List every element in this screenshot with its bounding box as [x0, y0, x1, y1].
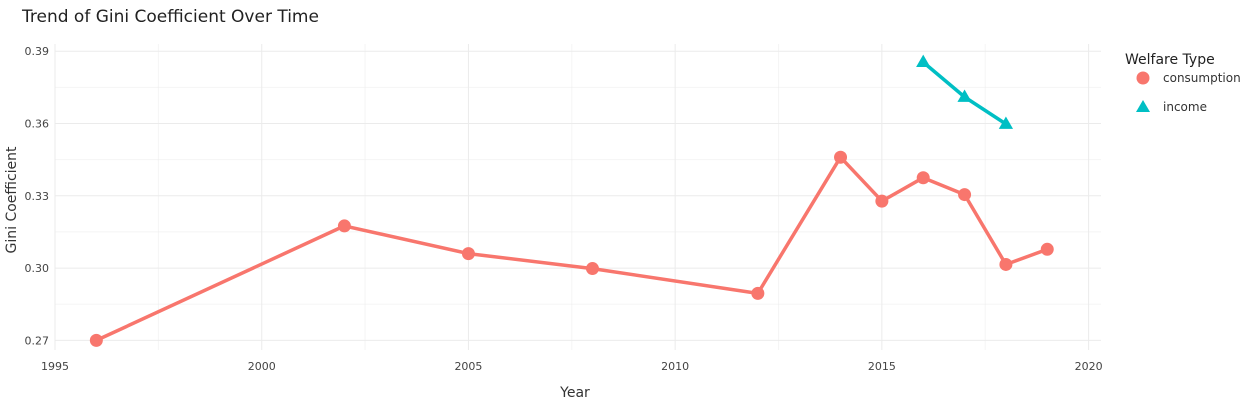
data-point-consumption: [461, 247, 475, 261]
y-axis-label: Gini Coefficient: [4, 146, 20, 254]
x-axis-label: Year: [559, 385, 590, 400]
data-point-income: [998, 116, 1014, 129]
y-tick-label: 0.39: [25, 45, 50, 58]
series-consumption: [89, 150, 1054, 347]
x-tick-label: 2005: [454, 360, 482, 373]
x-tick-label: 2010: [661, 360, 689, 373]
legend-title: Welfare Type: [1125, 52, 1215, 68]
legend-label: income: [1163, 100, 1207, 114]
legend-items: consumption income: [1136, 71, 1241, 114]
gridlines: [54, 44, 1101, 350]
data-point-consumption: [916, 171, 930, 185]
data-point-consumption: [1040, 242, 1054, 256]
data-point-consumption: [751, 286, 765, 300]
y-tick-label: 0.36: [25, 118, 50, 131]
x-tick-label: 2015: [868, 360, 896, 373]
data-point-consumption: [999, 257, 1013, 271]
x-tick-label: 2020: [1075, 360, 1103, 373]
axis-ticks: 1995 2000 2005 2010 2015 2020 0.27 0.30 0.33 0.36…: [25, 45, 1103, 373]
data-point-consumption: [958, 188, 972, 202]
data-point-consumption: [585, 262, 599, 276]
legend: Welfare Type consumption income: [1125, 52, 1241, 114]
data-point-consumption: [834, 150, 848, 164]
data-point-consumption: [89, 333, 103, 347]
legend-triangle-marker: [1136, 100, 1150, 112]
y-tick-label: 0.33: [25, 190, 50, 203]
data-point-income: [957, 89, 972, 102]
series-layer: [89, 54, 1054, 347]
data-point-consumption: [337, 219, 351, 233]
legend-item-income: income: [1136, 100, 1207, 114]
data-point-consumption: [875, 194, 889, 208]
y-tick-label: 0.30: [25, 262, 50, 275]
legend-circle-marker: [1136, 71, 1150, 85]
y-tick-label: 0.27: [25, 334, 50, 347]
data-point-income: [916, 54, 931, 67]
x-tick-label: 1995: [41, 360, 69, 373]
legend-item-consumption: consumption: [1136, 71, 1241, 85]
series-income: [916, 54, 1014, 129]
x-tick-label: 2000: [248, 360, 276, 373]
chart-title: Trend of Gini Coefficient Over Time: [21, 7, 319, 27]
legend-label: consumption: [1163, 71, 1241, 85]
